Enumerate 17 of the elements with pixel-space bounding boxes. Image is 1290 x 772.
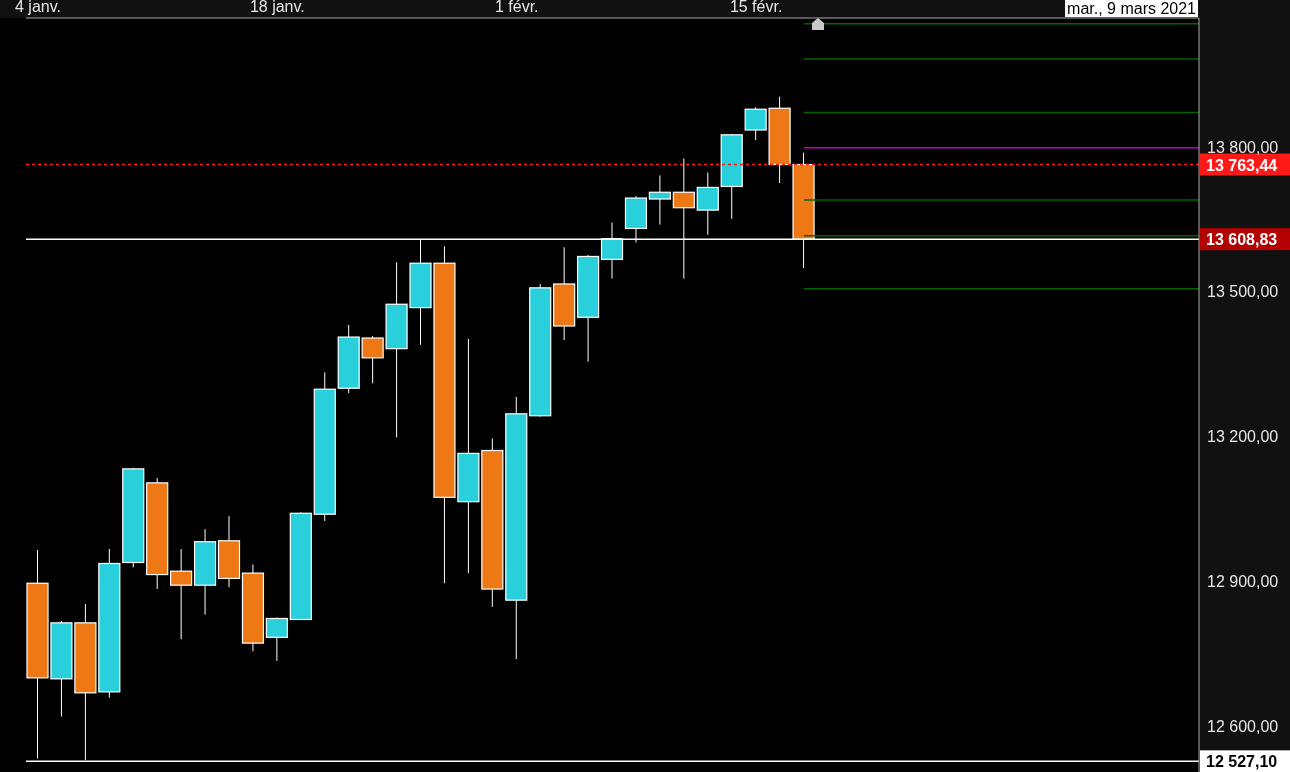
candlestick [648,174,672,226]
y-tick-label: 13 200,00 [1207,428,1279,446]
ref-line-label: 13 608,83 [1206,231,1278,249]
y-tick-label: 12 600,00 [1207,717,1279,735]
x-tick-label: 18 janv. [249,0,305,15]
y-tick-label: 12 900,00 [1207,573,1279,591]
ref-line-label: 12 527,10 [1206,753,1278,771]
candlestick [696,171,719,236]
y-tick-label: 13 500,00 [1207,283,1279,301]
ref-line-label: 13 763,44 [1206,156,1278,174]
candlestick [170,548,193,640]
text: mar., 9 mars 2021 [1065,0,1198,17]
x-tick-label: 15 févr. [729,0,783,15]
x-tick-label: 4 janv. [14,0,61,15]
y-tick-label: 13 800,00 [1207,138,1279,156]
candlestick [265,617,288,662]
x-tick-label: 1 févr. [494,0,539,15]
